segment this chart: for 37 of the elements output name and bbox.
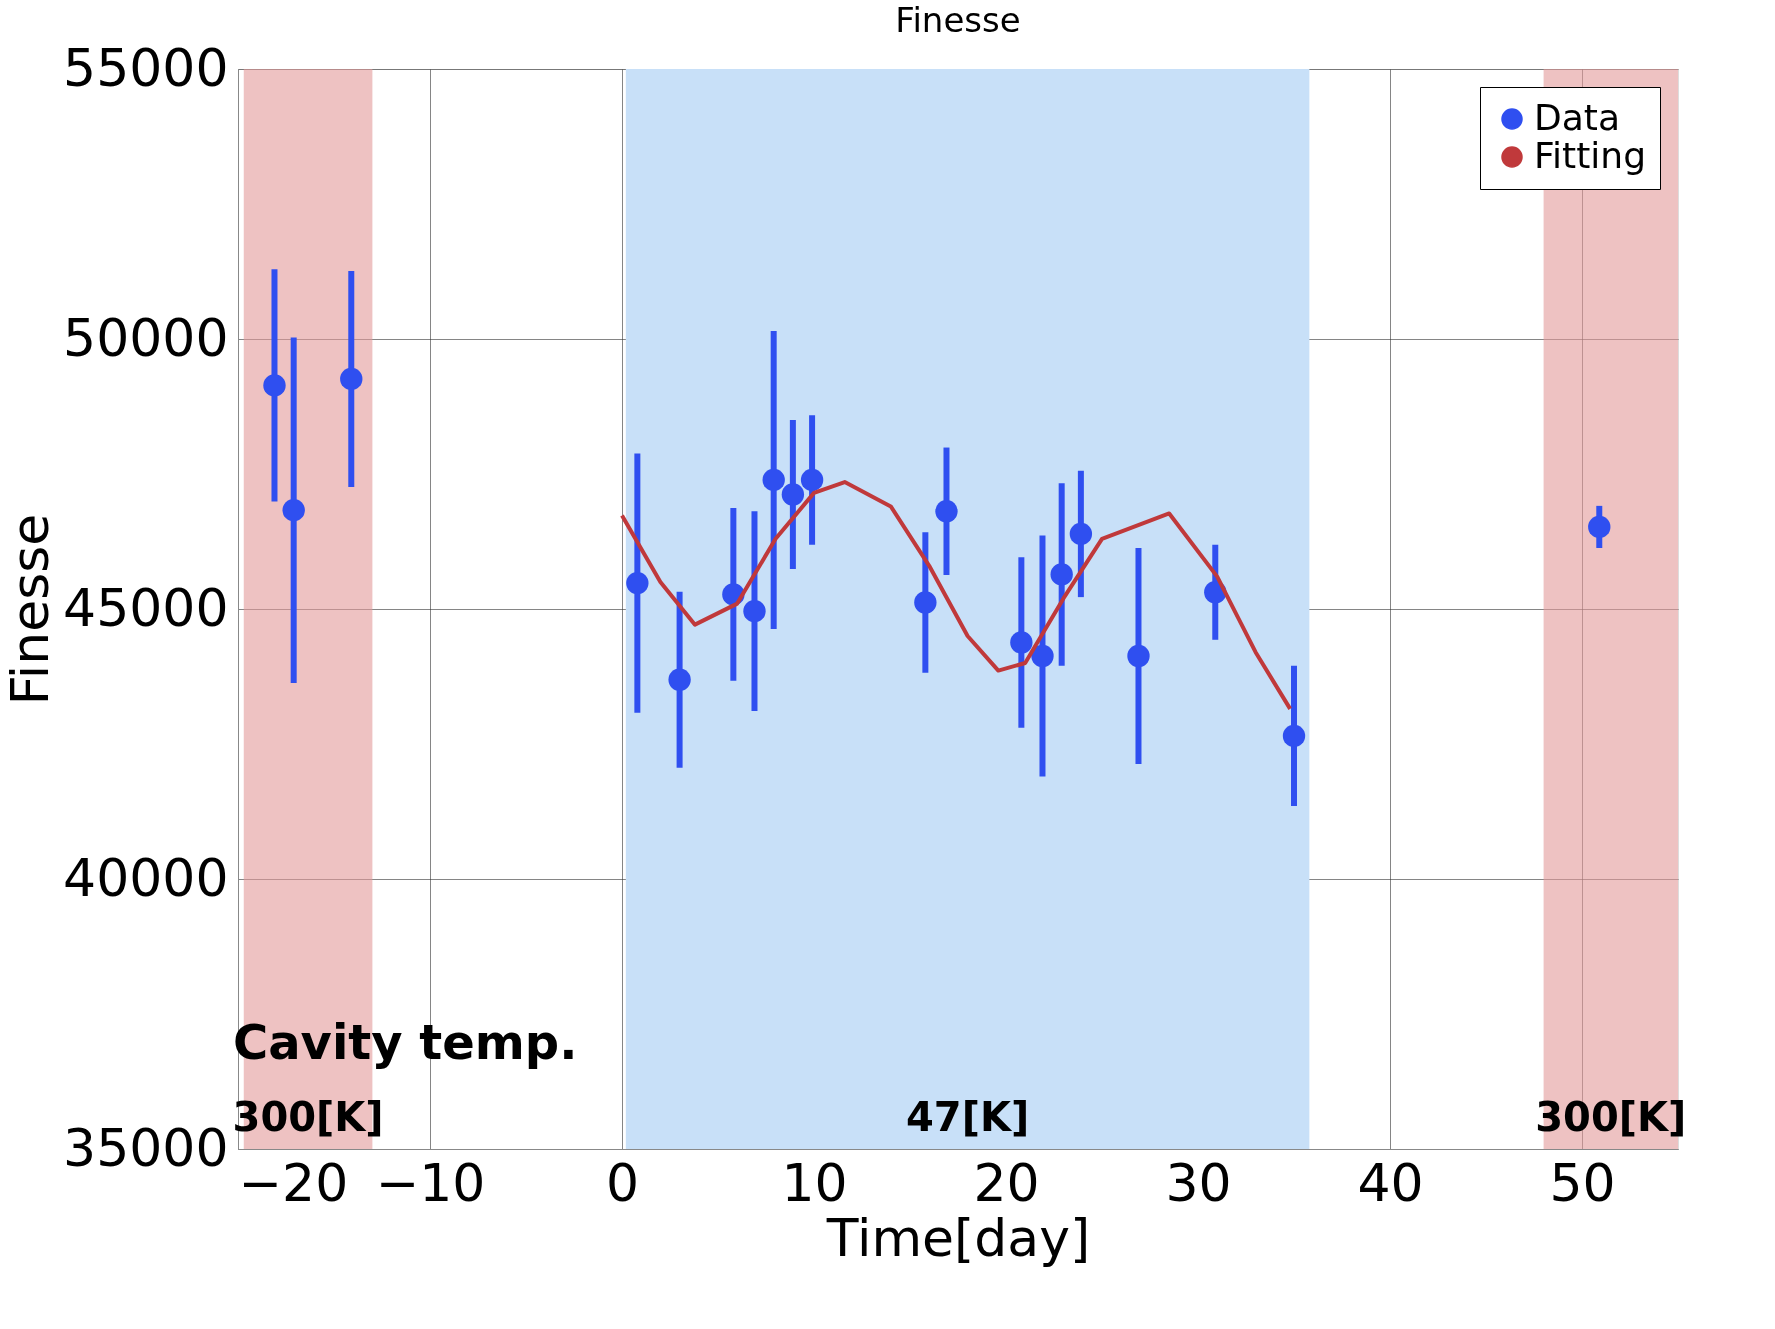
y-tick-label: 35000 bbox=[63, 1117, 229, 1178]
point bbox=[1127, 644, 1150, 668]
band-label: 47[K] bbox=[905, 1094, 1030, 1140]
point bbox=[1031, 644, 1054, 668]
x-tick-label: 40 bbox=[1357, 1152, 1424, 1213]
legend-label: Fitting bbox=[1534, 135, 1646, 176]
y-tick-label: 45000 bbox=[63, 577, 229, 638]
point bbox=[1069, 522, 1093, 546]
point bbox=[935, 500, 958, 523]
band-label: 300[K] bbox=[1535, 1094, 1687, 1140]
x-tick-label: 50 bbox=[1549, 1152, 1616, 1213]
point bbox=[914, 591, 937, 614]
chart-title: Finesse bbox=[895, 0, 1021, 40]
point bbox=[626, 571, 649, 595]
point bbox=[1282, 724, 1306, 748]
point bbox=[800, 468, 824, 492]
point bbox=[1588, 515, 1611, 539]
point bbox=[781, 483, 805, 506]
annotation: Cavity temp. bbox=[233, 1014, 578, 1070]
x-tick-label: −20 bbox=[238, 1152, 349, 1213]
x-tick-label: −10 bbox=[375, 1152, 486, 1213]
point bbox=[1010, 631, 1033, 654]
band-label: 300[K] bbox=[232, 1094, 384, 1140]
x-tick-label: 30 bbox=[1165, 1152, 1232, 1213]
point bbox=[340, 367, 363, 391]
point bbox=[282, 499, 305, 522]
y-tick-label: 55000 bbox=[63, 37, 229, 98]
y-tick-label: 40000 bbox=[63, 847, 229, 908]
point bbox=[668, 668, 691, 691]
point bbox=[762, 468, 785, 492]
point bbox=[263, 374, 286, 397]
legend-label: Data bbox=[1534, 97, 1620, 138]
x-tick-label: 0 bbox=[605, 1152, 640, 1213]
point bbox=[743, 600, 766, 623]
y-axis-title: Finesse bbox=[0, 513, 61, 706]
y-tick-label: 50000 bbox=[63, 307, 229, 368]
point bbox=[1050, 563, 1073, 586]
